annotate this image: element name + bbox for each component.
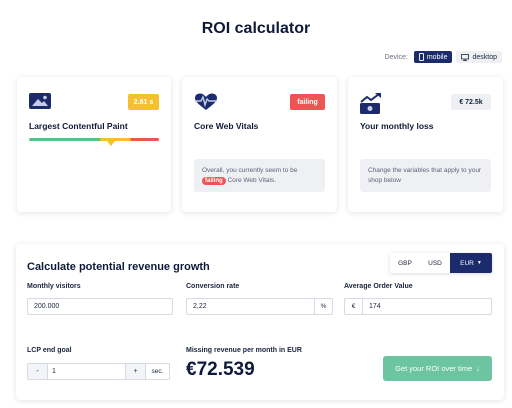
currency-eur-button[interactable]: EUR ▼ xyxy=(450,253,492,273)
lcp-score-marker xyxy=(106,141,115,146)
missing-revenue-value: €72.539 xyxy=(186,359,255,380)
currency-usd-button[interactable]: USD xyxy=(428,259,442,267)
lcp-goal-stepper: - 1 + sec. xyxy=(27,363,170,380)
device-desktop-button[interactable]: desktop xyxy=(456,51,502,63)
cwv-info-box: Overall, you currently seem to be failin… xyxy=(194,159,325,192)
device-label: Device: xyxy=(384,53,408,61)
lcp-badge: 2.81 s xyxy=(128,94,159,110)
lcp-label: Largest Contentful Paint xyxy=(29,121,128,131)
loss-info-box: Change the variables that apply to your … xyxy=(360,159,491,192)
get-roi-button[interactable]: Get your ROI over time ↓ xyxy=(383,356,492,381)
currency-gbp-button[interactable]: GBP xyxy=(398,259,412,267)
heartbeat-icon xyxy=(194,93,218,116)
image-icon xyxy=(29,93,51,114)
conversion-rate-value: 2,22 xyxy=(193,303,207,310)
aov-input[interactable]: € 174 xyxy=(344,298,492,315)
device-mobile-button[interactable]: mobile xyxy=(413,51,453,63)
mobile-icon xyxy=(418,53,424,61)
monthly-visitors-value: 200.000 xyxy=(34,303,60,310)
lcp-goal-input[interactable]: 1 xyxy=(47,364,126,379)
euro-prefix: € xyxy=(345,299,363,314)
missing-revenue-label: Missing revenue per month in EUR xyxy=(186,347,302,354)
currency-selector: GBP USD EUR ▼ xyxy=(390,253,492,273)
page-title: ROI calculator xyxy=(201,20,311,37)
desktop-icon xyxy=(461,53,470,61)
calculator-panel: Calculate potential revenue growth GBP U… xyxy=(16,244,504,400)
get-roi-label: Get your ROI over time xyxy=(395,364,473,373)
money-trend-icon xyxy=(360,93,382,120)
currency-eur-label: EUR xyxy=(460,259,474,267)
aov-label: Average Order Value xyxy=(344,283,413,290)
loss-badge: € 72.5k xyxy=(451,94,491,110)
lcp-goal-unit: sec. xyxy=(145,364,169,379)
cwv-card: failing Core Web Vitals Overall, you cur… xyxy=(182,77,337,212)
arrow-down-icon: ↓ xyxy=(476,364,480,373)
lcp-card: 2.81 s Largest Contentful Paint xyxy=(17,77,171,212)
percent-suffix: % xyxy=(314,299,332,314)
device-desktop-label: desktop xyxy=(472,53,497,61)
device-toggle: Device: mobile desktop xyxy=(384,51,502,63)
cwv-badge: failing xyxy=(290,94,325,110)
cwv-info-text-pre: Overall, you currently seem to be xyxy=(202,167,298,174)
chevron-down-icon: ▼ xyxy=(476,260,482,266)
monthly-visitors-input[interactable]: 200.000 xyxy=(27,298,173,315)
cwv-label: Core Web Vitals xyxy=(194,121,259,131)
device-mobile-label: mobile xyxy=(426,53,448,61)
calculator-title: Calculate potential revenue growth xyxy=(27,261,210,273)
cwv-info-badge: failing xyxy=(202,177,226,185)
conversion-rate-input[interactable]: 2,22 % xyxy=(186,298,333,315)
cwv-info-text-post: Core Web Vitals. xyxy=(227,177,277,184)
loss-label: Your monthly loss xyxy=(360,121,434,131)
decrement-button[interactable]: - xyxy=(28,364,47,379)
increment-button[interactable]: + xyxy=(126,364,145,379)
lcp-goal-label: LCP end goal xyxy=(27,347,72,354)
lcp-score-bar xyxy=(29,138,159,141)
aov-value: 174 xyxy=(369,303,381,310)
conversion-rate-label: Conversion rate xyxy=(186,283,240,290)
loss-card: € 72.5k Your monthly loss Change the var… xyxy=(348,77,503,212)
monthly-visitors-label: Monthly visitors xyxy=(27,283,81,290)
